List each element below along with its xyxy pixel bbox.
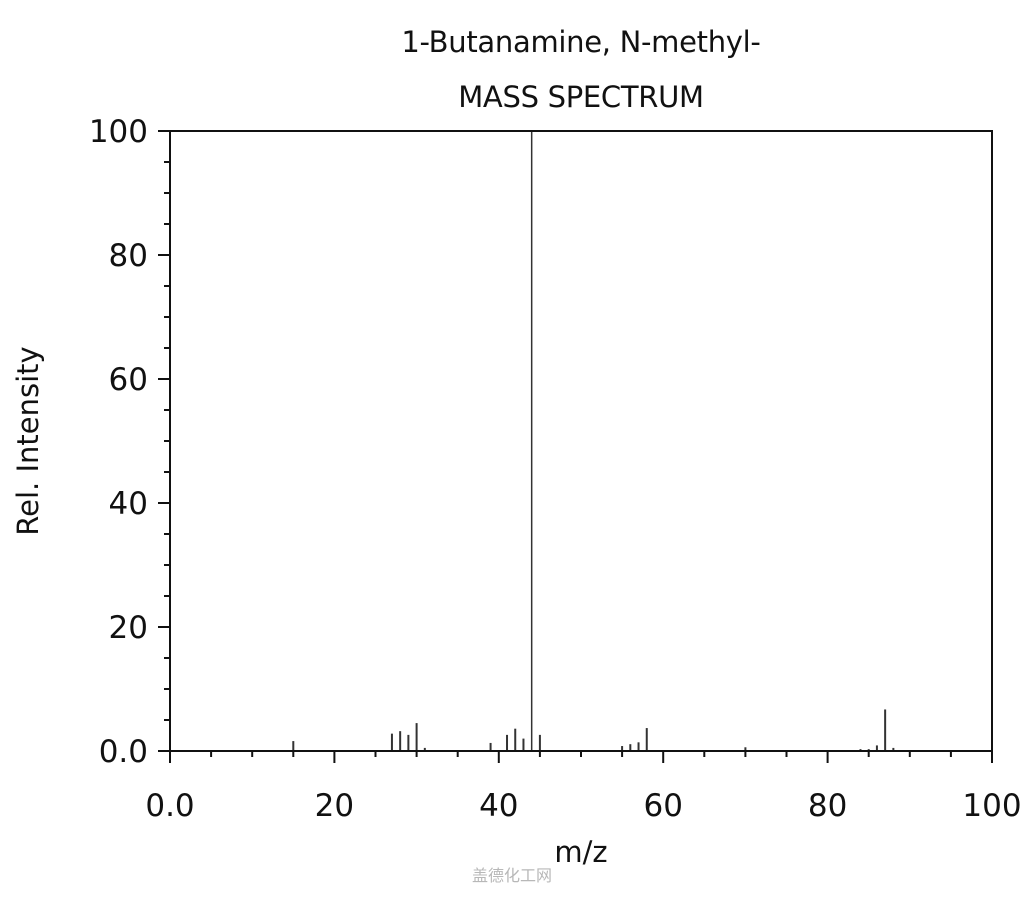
x-axis-label: m/z [554,835,607,869]
plot-frame [169,130,993,752]
y-tick-label: 60 [109,362,148,398]
x-axis-ticks: 0.0 20 40 60 80 100 [145,751,1022,824]
x-tick-label: 80 [808,788,847,824]
x-tick-label: 20 [315,788,354,824]
y-tick-label: 0.0 [99,734,148,770]
x-tick-label: 40 [479,788,518,824]
y-axis-ticks: 0.0 20 40 60 80 100 [89,114,170,770]
y-tick-label: 40 [109,486,148,522]
chart-subtitle: MASS SPECTRUM [458,80,704,114]
y-tick-label: 20 [109,610,148,646]
watermark: 盖德化工网 [471,866,552,885]
x-tick-label: 0.0 [145,788,194,824]
x-tick-label: 100 [962,788,1021,824]
chart-title: 1-Butanamine, N-methyl- [401,25,761,59]
y-tick-label: 80 [109,238,148,274]
y-tick-label: 100 [89,114,148,150]
peak-series [292,131,895,751]
y-axis-label: Rel. Intensity [11,346,45,535]
x-tick-label: 60 [643,788,682,824]
